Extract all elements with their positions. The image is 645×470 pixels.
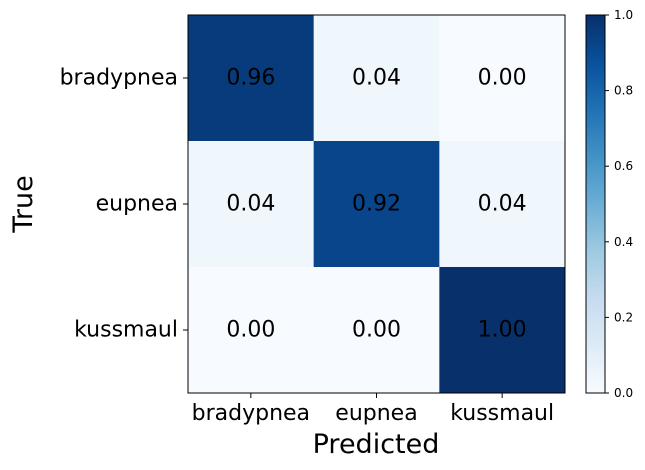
- heatmap-cell: [439, 15, 566, 142]
- y-tick-label: kussmaul: [74, 318, 178, 343]
- x-tick-label: bradypnea: [192, 401, 310, 426]
- colorbar-tick-label: 0.6: [614, 159, 633, 173]
- cell-value-label: 0.00: [478, 66, 527, 91]
- x-tick-label: eupnea: [335, 401, 417, 426]
- heatmap-cell: [313, 141, 440, 268]
- cell-value-label: 0.92: [352, 192, 401, 217]
- heatmap-cell: [439, 141, 566, 268]
- colorbar-tick-label: 1.0: [614, 8, 633, 22]
- cell-value-label: 0.04: [226, 192, 275, 217]
- heatmap-cell: [188, 267, 315, 394]
- heatmap-cell-labels: 0.96 0.04 0.00 0.04 0.92 0.04 0.00 0.00 1.00: [226, 66, 526, 343]
- colorbar-tick-label: 0.4: [614, 235, 633, 249]
- heatmap-cell: [188, 141, 315, 268]
- heatmap-cell: [313, 267, 440, 394]
- heatmap-cells: [188, 15, 566, 394]
- y-tick-label: bradypnea: [60, 66, 178, 91]
- heatmap-cell: [188, 15, 315, 142]
- cell-value-label: 0.04: [478, 192, 527, 217]
- cell-value-label: 1.00: [478, 318, 527, 343]
- colorbar-ticks: 0.0 0.2 0.4 0.6 0.8 1.0: [605, 8, 633, 400]
- colorbar: [585, 14, 606, 394]
- x-axis-label: Predicted: [313, 429, 440, 460]
- y-axis-label: True: [8, 175, 39, 233]
- heatmap-cell: [313, 15, 440, 142]
- cell-value-label: 0.00: [352, 318, 401, 343]
- heatmap-cell: [439, 267, 566, 394]
- colorbar-tick-label: 0.2: [614, 310, 633, 324]
- cell-value-label: 0.96: [226, 66, 275, 91]
- x-tick-label: kussmaul: [450, 401, 554, 426]
- y-tick-label: eupnea: [96, 192, 178, 217]
- cell-value-label: 0.04: [352, 66, 401, 91]
- cell-value-label: 0.00: [226, 318, 275, 343]
- y-axis-ticks: bradypnea eupnea kussmaul: [60, 66, 188, 343]
- colorbar-tick-label: 0.0: [614, 386, 633, 400]
- colorbar-tick-label: 0.8: [614, 84, 633, 98]
- x-axis-ticks: bradypnea eupnea kussmaul: [192, 393, 554, 426]
